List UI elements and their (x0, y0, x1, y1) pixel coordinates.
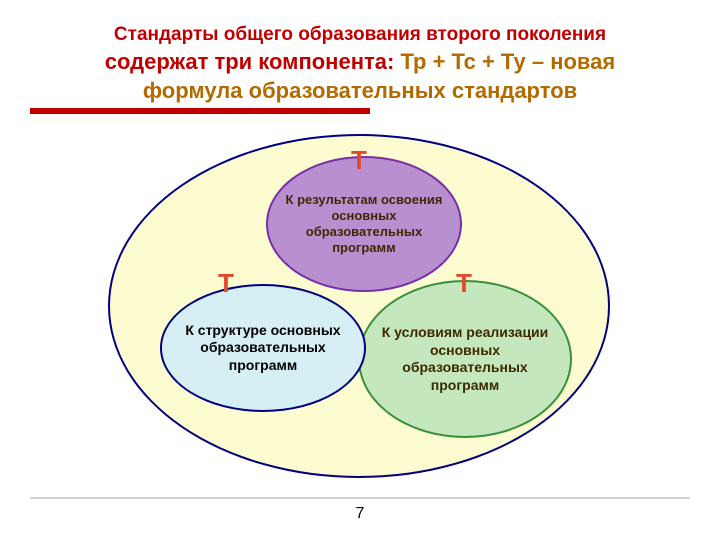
ellipse-conditions-text: К условиям реализации основных образоват… (371, 324, 560, 394)
page-number: 7 (0, 505, 720, 523)
ellipse-conditions: К условиям реализации основных образоват… (358, 280, 572, 438)
ellipse-results-text: К результатам освоения основных образова… (278, 192, 451, 257)
title-line-3: формула образовательных стандартов (30, 76, 690, 105)
ellipse-results: К результатам освоения основных образова… (266, 156, 462, 292)
title-formula-1: Тр + Тс + Ту – новая (400, 49, 615, 74)
title-line-1: Стандарты общего образования второго пок… (30, 22, 690, 47)
t-label-right: Т (456, 268, 472, 299)
title-block: Стандарты общего образования второго пок… (30, 22, 690, 105)
title-formula-2: формула образовательных стандартов (143, 78, 577, 103)
accent-rule (30, 108, 370, 114)
t-label-left: Т (218, 268, 234, 299)
t-label-top: Т (351, 145, 367, 176)
title-line-2: содержат три компонента: Тр + Тс + Ту – … (30, 47, 690, 76)
ellipse-structure-text: К структуре основных образовательных про… (172, 322, 354, 375)
title-prefix: содержат три компонента: (105, 49, 401, 74)
footer-rule (30, 497, 690, 499)
ellipse-structure: К структуре основных образовательных про… (160, 284, 366, 412)
slide: Стандарты общего образования второго пок… (0, 0, 720, 540)
